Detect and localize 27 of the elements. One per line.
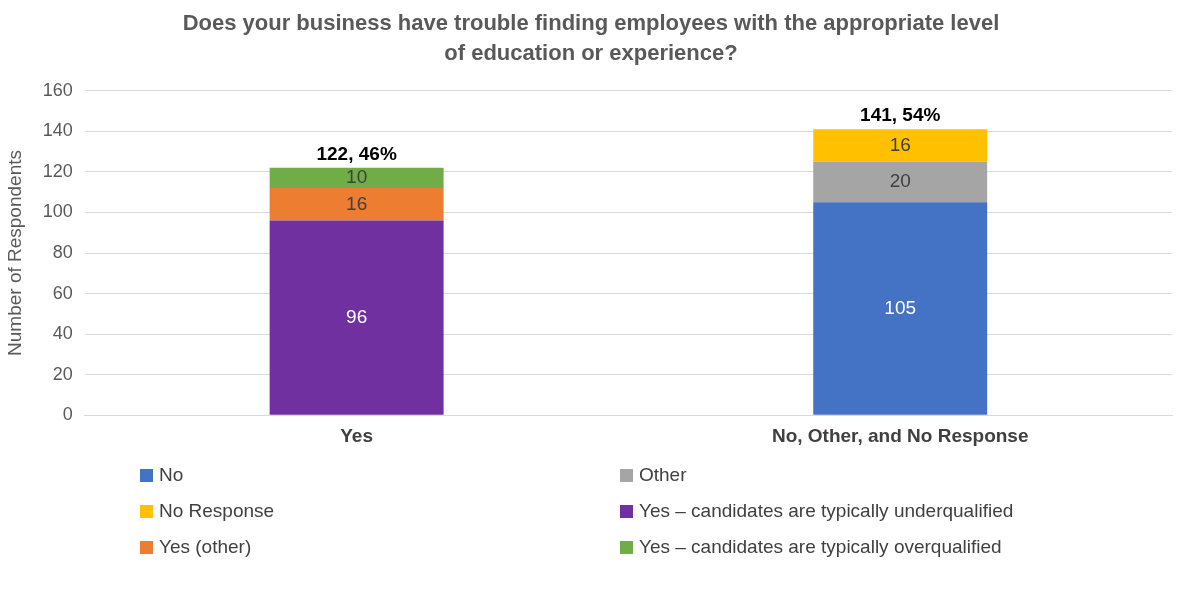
legend-label: Other [639,464,687,486]
data-label: 16 [346,192,368,214]
y-tick-label: 20 [52,363,73,384]
legend-label: Yes (other) [159,536,252,558]
x-tick-label: Yes [340,424,374,446]
legend-label: Yes – candidates are typically underqualified [639,500,1014,522]
y-tick-label: 60 [52,282,73,303]
legend-label: No [159,464,184,486]
data-label: 10 [346,166,368,188]
data-label: 16 [889,133,911,155]
chart-title: Does your business have trouble finding employees with the appropriate level of education or experience? [181,9,1001,67]
data-label: 105 [884,296,917,318]
legend-label: Yes – candidates are typically overqualified [639,536,1002,558]
x-tick-label: No, Other, and No Response [771,424,1029,446]
data-label: 96 [346,305,368,327]
legend-label: No Response [159,500,275,522]
y-tick-label: 120 [42,160,73,181]
y-tick-label: 100 [42,201,73,222]
y-tick-label: 80 [52,241,73,262]
y-tick-label: 40 [52,323,73,344]
total-label: 122, 46% [316,142,397,164]
data-label: 20 [889,170,911,192]
y-tick-label: 0 [62,404,73,425]
y-tick-label: 160 [42,79,73,100]
total-label: 141, 54% [860,104,941,126]
y-tick-label: 140 [42,120,73,141]
y-axis-title: Number of Respondents [3,150,25,356]
